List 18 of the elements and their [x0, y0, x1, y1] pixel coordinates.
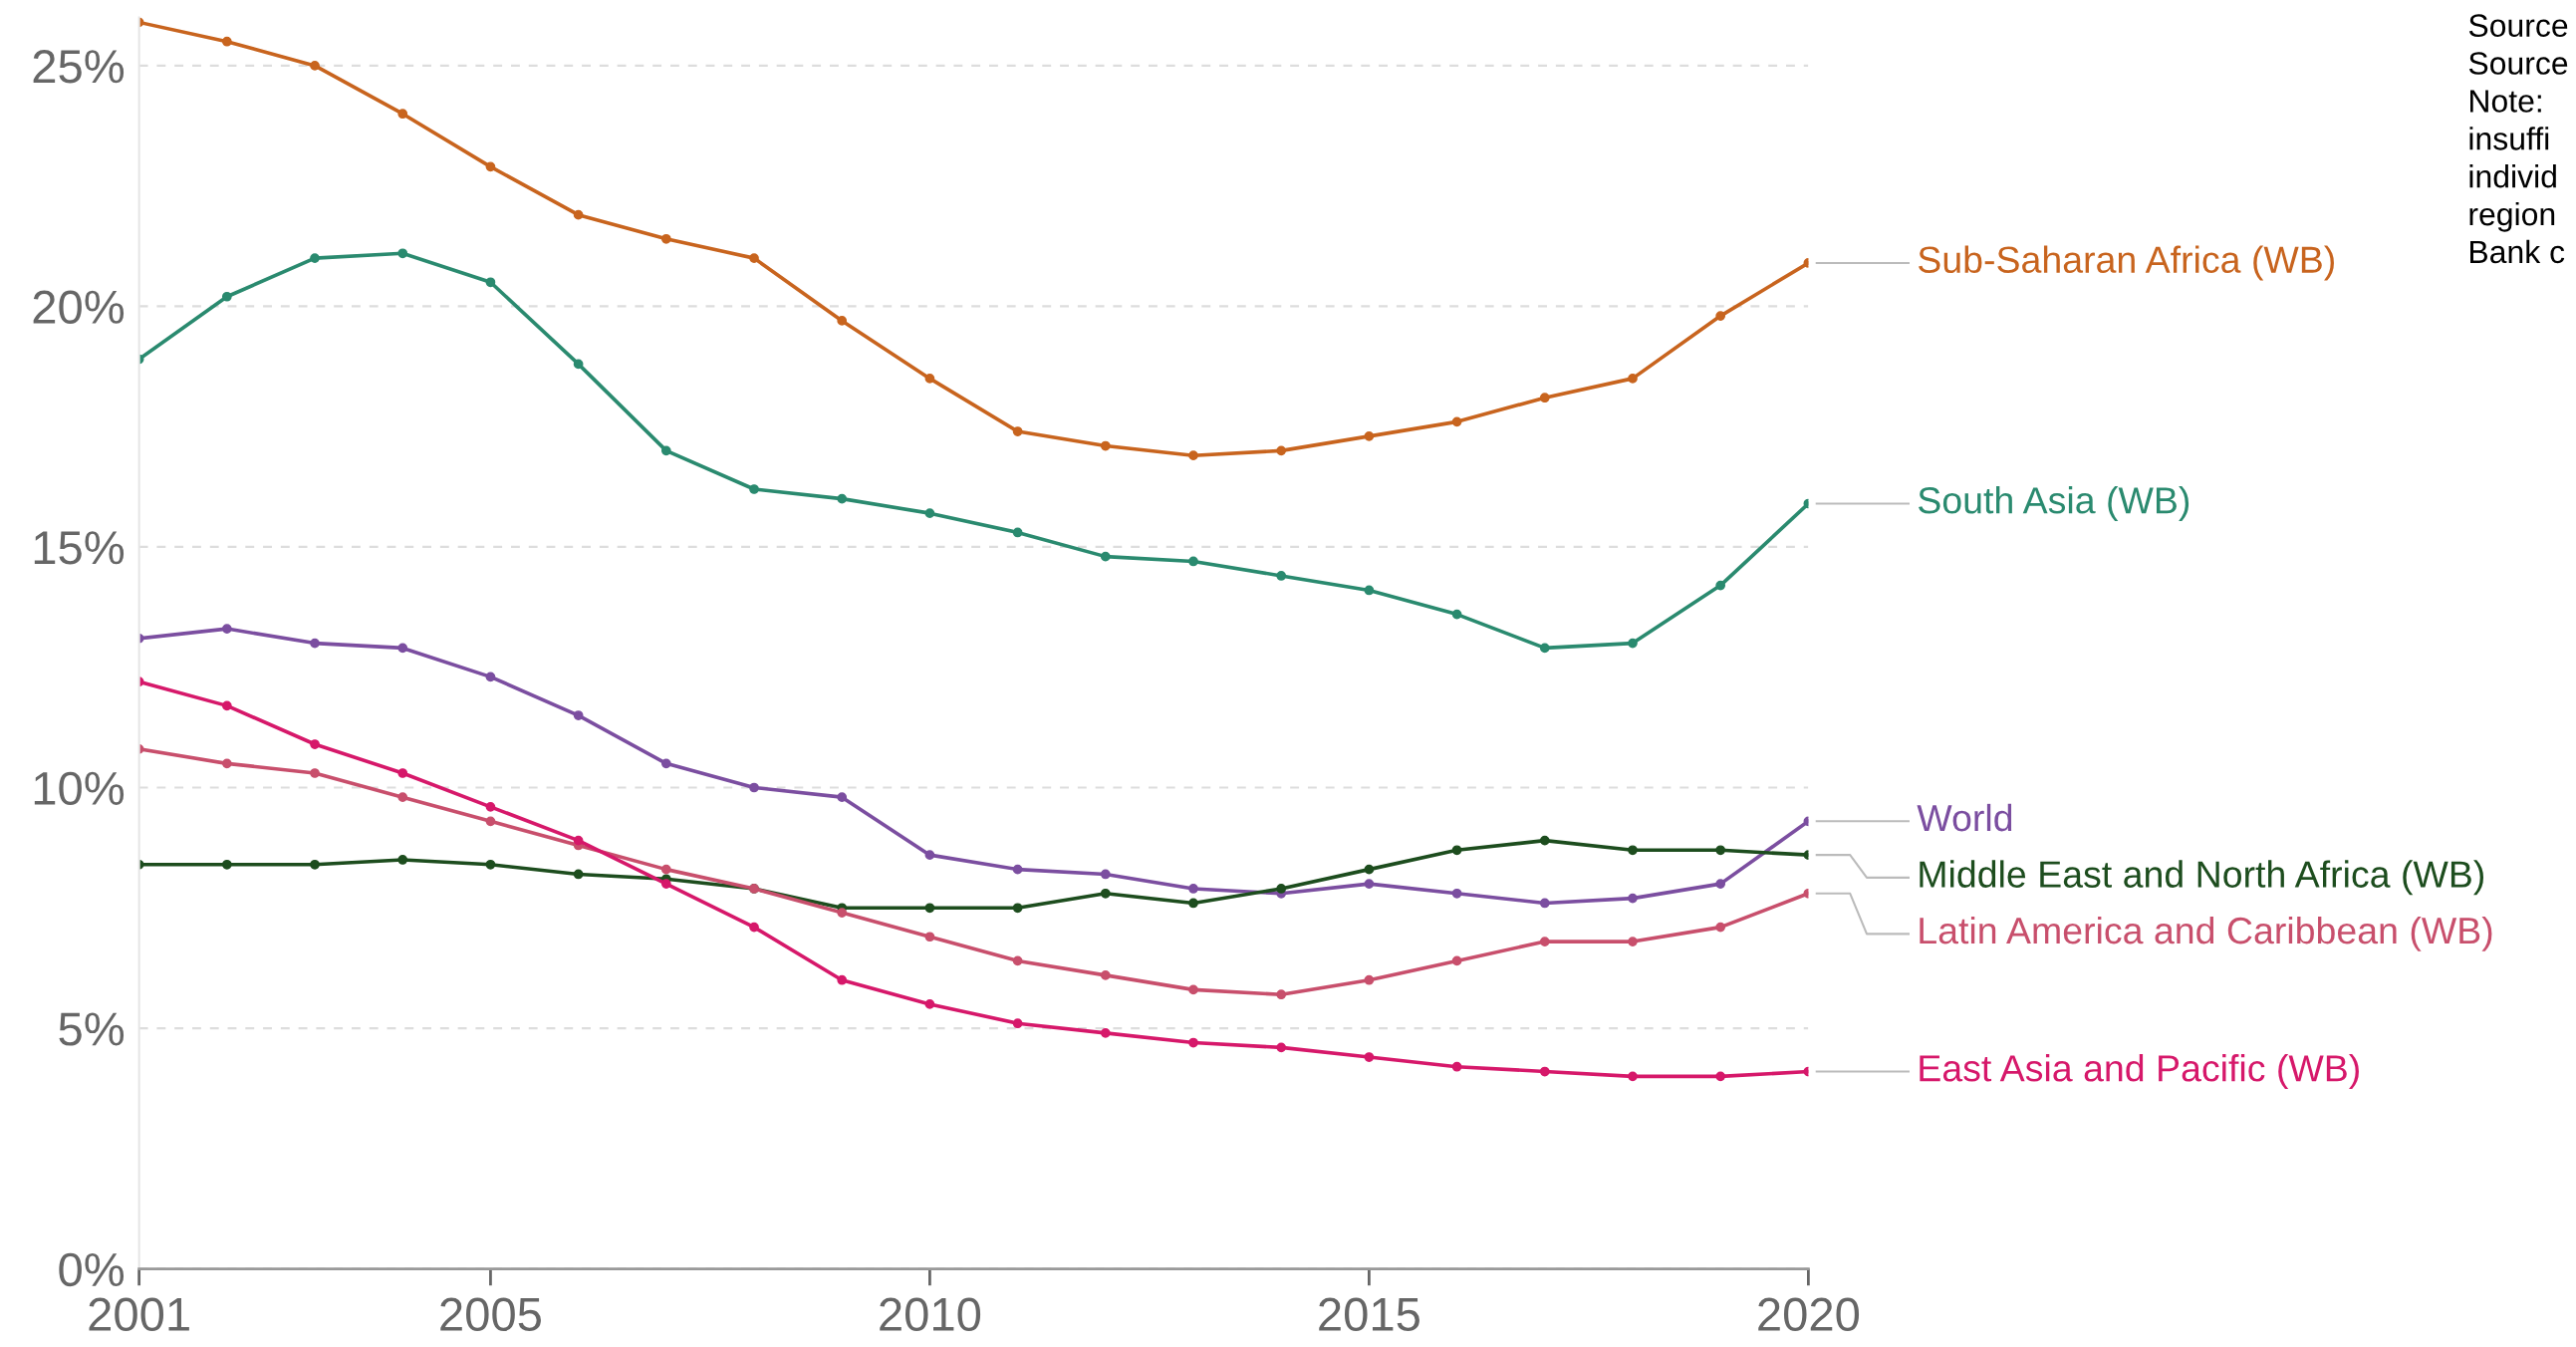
x-tick-label: 2010: [880, 1297, 981, 1332]
y-tick-label: 20%: [33, 290, 125, 324]
text: Sub-Saharan Africa (WB): [1919, 245, 2334, 281]
y-tick-label: 25%: [33, 50, 125, 84]
y-tick-label: 10%: [34, 771, 125, 806]
x-tick-label: 2005: [440, 1297, 541, 1332]
x-tick-label: 2020: [1758, 1297, 1860, 1332]
text: Middle East and North Africa (WB): [1920, 860, 2484, 896]
text: World: [1917, 803, 2012, 832]
y-tick-label: 5%: [59, 1012, 125, 1046]
text: Latin America and Caribbean (WB): [1920, 916, 2492, 951]
y-tick-label: 15%: [34, 531, 125, 565]
x-tick-label: 2015: [1319, 1297, 1419, 1332]
x-tick-label: 2001: [89, 1297, 189, 1332]
text: South Asia (WB): [1919, 486, 2190, 521]
text: East Asia and Pacific (WB): [1920, 1054, 2359, 1089]
y-tick-label: 0%: [59, 1252, 125, 1287]
source-note: Source Source Note: insuffi individ region Bank c: [2468, 14, 2568, 264]
